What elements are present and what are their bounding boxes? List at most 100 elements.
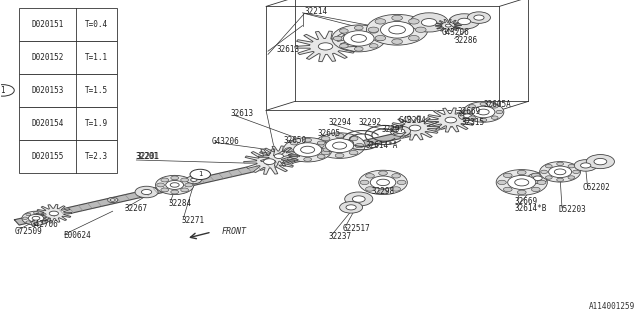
- Circle shape: [304, 157, 312, 161]
- Circle shape: [353, 196, 365, 202]
- Circle shape: [321, 136, 330, 141]
- Text: D020152: D020152: [31, 53, 63, 62]
- Circle shape: [531, 187, 540, 192]
- Text: 32284: 32284: [169, 199, 192, 208]
- Circle shape: [463, 102, 504, 122]
- Text: 32297: 32297: [382, 125, 405, 134]
- Circle shape: [345, 192, 373, 206]
- Circle shape: [545, 164, 552, 168]
- Circle shape: [376, 36, 384, 41]
- Circle shape: [557, 162, 563, 165]
- Circle shape: [339, 140, 354, 147]
- Circle shape: [496, 170, 547, 195]
- Circle shape: [540, 162, 580, 182]
- Circle shape: [463, 114, 471, 118]
- Circle shape: [185, 183, 193, 187]
- Circle shape: [496, 110, 503, 114]
- Circle shape: [22, 211, 50, 225]
- Circle shape: [508, 175, 536, 189]
- Text: 32613: 32613: [277, 45, 300, 54]
- Circle shape: [573, 170, 579, 173]
- Circle shape: [340, 202, 363, 213]
- Circle shape: [368, 27, 379, 32]
- Circle shape: [135, 186, 158, 198]
- Circle shape: [381, 21, 413, 38]
- Circle shape: [161, 188, 168, 192]
- Circle shape: [480, 102, 487, 106]
- Circle shape: [458, 111, 476, 120]
- Circle shape: [317, 155, 325, 158]
- Circle shape: [32, 216, 40, 220]
- Circle shape: [344, 31, 374, 46]
- Circle shape: [186, 176, 202, 184]
- Circle shape: [351, 35, 367, 42]
- Circle shape: [316, 143, 324, 148]
- Circle shape: [365, 174, 374, 178]
- Circle shape: [360, 180, 369, 185]
- Circle shape: [458, 18, 470, 25]
- Circle shape: [379, 171, 387, 175]
- Circle shape: [332, 25, 386, 52]
- Text: 32286: 32286: [454, 36, 478, 45]
- Circle shape: [294, 143, 322, 157]
- Circle shape: [504, 173, 512, 178]
- Text: G43206: G43206: [442, 28, 470, 36]
- Circle shape: [290, 155, 298, 158]
- Circle shape: [392, 15, 403, 20]
- Circle shape: [28, 214, 44, 222]
- Text: G22517: G22517: [342, 224, 370, 233]
- Text: A114001259: A114001259: [589, 302, 636, 311]
- Circle shape: [369, 44, 378, 48]
- Circle shape: [44, 217, 49, 220]
- Circle shape: [275, 154, 284, 158]
- Circle shape: [49, 211, 58, 216]
- Circle shape: [264, 159, 275, 164]
- Circle shape: [537, 180, 546, 185]
- Circle shape: [480, 118, 487, 122]
- Circle shape: [392, 187, 401, 191]
- Circle shape: [41, 221, 46, 223]
- Text: 32267: 32267: [124, 204, 147, 213]
- Bar: [19, 140, 116, 173]
- Bar: [19, 74, 116, 107]
- Circle shape: [568, 176, 575, 179]
- Circle shape: [180, 188, 189, 192]
- Circle shape: [492, 105, 498, 108]
- Circle shape: [0, 85, 14, 96]
- Circle shape: [392, 174, 401, 178]
- Circle shape: [396, 129, 404, 133]
- Circle shape: [180, 178, 189, 182]
- Circle shape: [326, 139, 354, 153]
- Circle shape: [304, 138, 312, 142]
- Circle shape: [355, 26, 363, 30]
- Polygon shape: [391, 116, 439, 140]
- Text: T=1.5: T=1.5: [85, 86, 108, 95]
- Circle shape: [574, 160, 597, 171]
- Circle shape: [343, 142, 349, 145]
- Circle shape: [318, 43, 333, 50]
- Circle shape: [504, 187, 512, 192]
- Circle shape: [409, 125, 420, 131]
- Text: D020153: D020153: [31, 86, 63, 95]
- Circle shape: [355, 143, 364, 148]
- Text: 32298: 32298: [372, 188, 395, 196]
- Circle shape: [415, 27, 426, 32]
- Text: D020151: D020151: [31, 20, 63, 29]
- Circle shape: [141, 189, 152, 195]
- Circle shape: [26, 213, 31, 216]
- Text: 32315: 32315: [461, 118, 484, 127]
- Circle shape: [41, 213, 46, 216]
- Circle shape: [33, 212, 38, 214]
- Circle shape: [170, 183, 179, 187]
- Circle shape: [333, 36, 342, 41]
- Text: 32613: 32613: [231, 109, 254, 118]
- Circle shape: [190, 169, 211, 180]
- Circle shape: [335, 153, 344, 158]
- Text: 32614*A: 32614*A: [365, 141, 397, 150]
- Circle shape: [557, 178, 563, 181]
- Circle shape: [468, 116, 476, 119]
- Circle shape: [355, 47, 363, 51]
- Circle shape: [371, 176, 396, 189]
- Circle shape: [554, 169, 566, 175]
- Circle shape: [161, 178, 168, 182]
